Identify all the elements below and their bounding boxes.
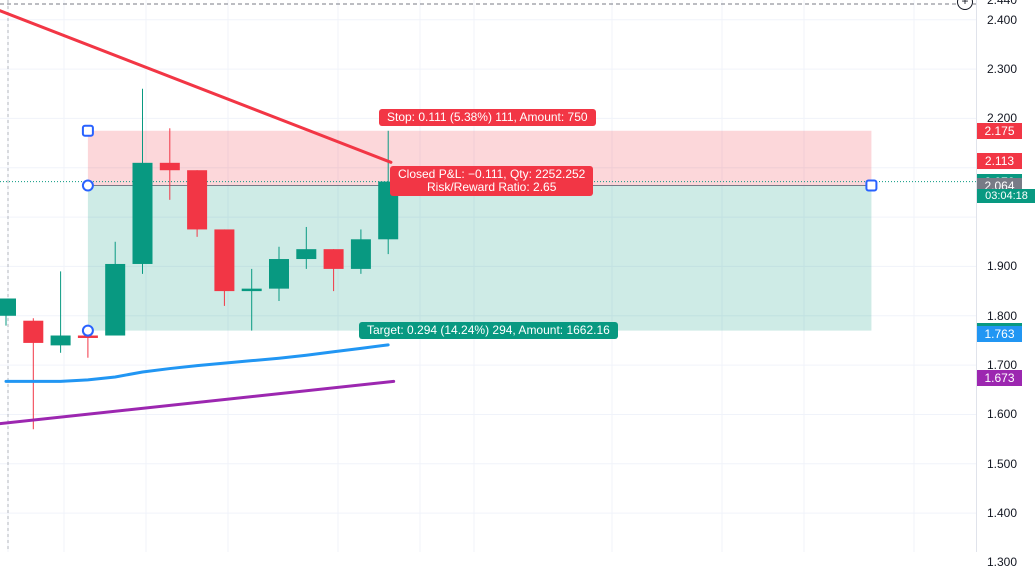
y-tick-label: 1.700 bbox=[987, 358, 1018, 373]
drag-handle bbox=[81, 324, 94, 337]
y-tick-label: 2.200 bbox=[987, 111, 1018, 126]
price-label: 2.175 bbox=[977, 122, 1022, 139]
candle-body bbox=[296, 249, 317, 260]
y-tick-label: 1.500 bbox=[987, 456, 1018, 471]
candle-body bbox=[323, 249, 344, 269]
price-label: 1.673 bbox=[977, 370, 1022, 387]
candle-body bbox=[214, 229, 235, 292]
candle-body bbox=[159, 162, 180, 171]
candle-body bbox=[378, 181, 399, 240]
candle-body bbox=[132, 162, 153, 264]
price-label: 2.113 bbox=[977, 153, 1022, 170]
plot-area[interactable] bbox=[0, 0, 976, 552]
price-axis[interactable]: 2.440 2.400 2.300 2.200 1.900 1.800 1.700 1.600… bbox=[976, 0, 1035, 569]
closed-pnl-text: Closed P&L: −0.111, Qty: 2252.252 bbox=[398, 167, 586, 181]
candle-body bbox=[350, 239, 371, 269]
price-label: 1.763 bbox=[977, 326, 1022, 343]
drag-handle bbox=[81, 179, 94, 192]
drag-handle bbox=[81, 124, 94, 137]
y-tick-label: 1.900 bbox=[987, 259, 1018, 274]
drag-handle bbox=[865, 179, 878, 192]
candle-body bbox=[77, 335, 98, 338]
candle-body bbox=[23, 320, 44, 343]
candle-body bbox=[0, 298, 16, 316]
closed-pnl-label[interactable]: Closed P&L: −0.111, Qty: 2252.252 Risk/R… bbox=[390, 166, 594, 196]
candle-body bbox=[50, 335, 71, 346]
series-line-0 bbox=[4, 343, 390, 383]
y-tick-label: 2.440 bbox=[987, 0, 1018, 7]
candle-body bbox=[269, 259, 289, 289]
y-tick-label: 1.600 bbox=[987, 407, 1018, 422]
y-tick-label: 1.300 bbox=[987, 555, 1018, 569]
y-tick-label: 1.800 bbox=[987, 308, 1018, 323]
series-line-1 bbox=[0, 379, 396, 426]
y-tick-label: 1.400 bbox=[987, 506, 1018, 521]
risk-reward-text: Risk/Reward Ratio: 2.65 bbox=[426, 180, 557, 194]
y-tick-label: 2.400 bbox=[987, 12, 1018, 27]
y-tick-label: 2.300 bbox=[987, 62, 1018, 77]
bar-countdown: 03:04:18 bbox=[977, 188, 1035, 203]
candle-body bbox=[241, 288, 262, 292]
stop-label[interactable]: Stop: 0.111 (5.38%) 111, Amount: 750 bbox=[379, 109, 596, 126]
series-line-2 bbox=[0, 9, 393, 164]
target-label[interactable]: Target: 0.294 (14.24%) 294, Amount: 1662… bbox=[359, 322, 618, 339]
candle-body bbox=[187, 170, 208, 230]
candle-body bbox=[105, 263, 126, 336]
